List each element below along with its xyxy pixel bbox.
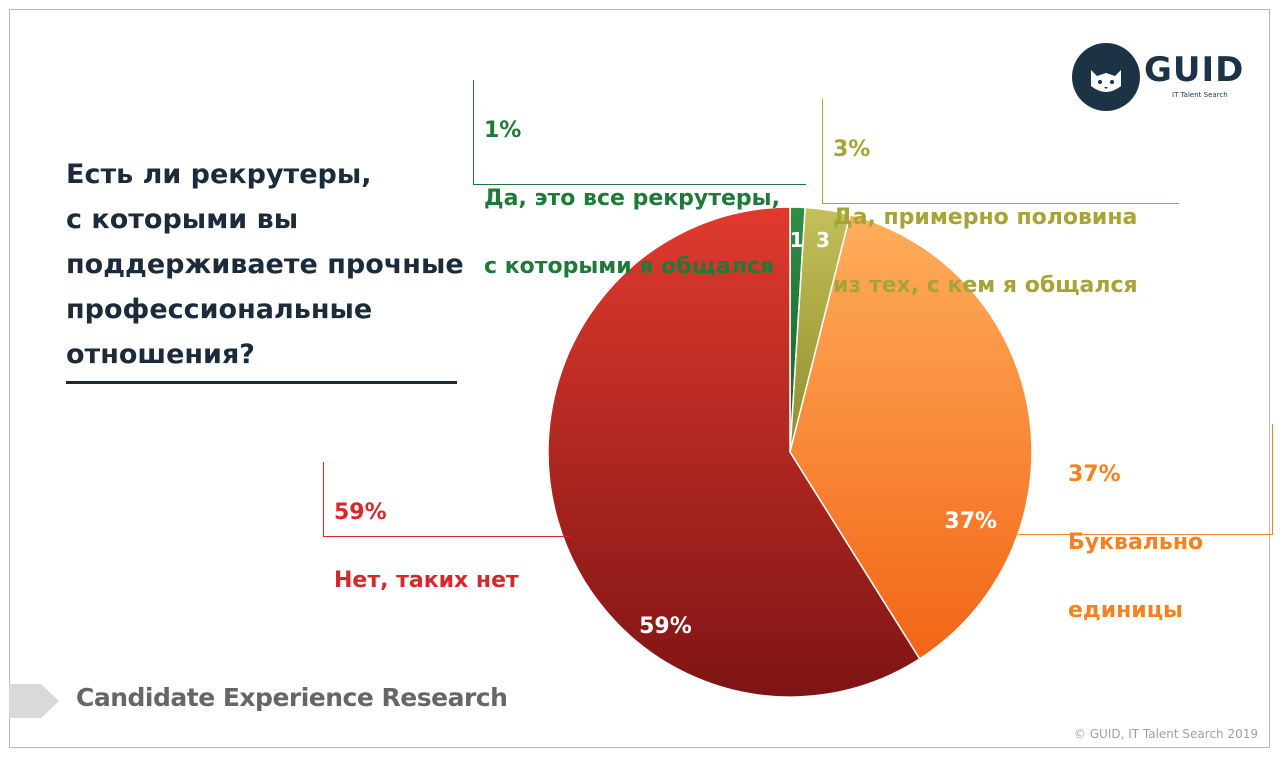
callout-few: 37% Буквально единицы	[1018, 424, 1273, 623]
brand-logo-text: GUID	[1144, 50, 1245, 90]
pie-slice-all-recruiters-value-label: 1	[790, 228, 804, 252]
pie-slice-no-value-label: 59%	[639, 614, 692, 639]
title-underline	[66, 381, 457, 384]
callout-half: 3% Да, примерно половина из тех, с кем я…	[822, 99, 1179, 298]
pie-slice-few-value-label: 37%	[944, 509, 997, 534]
footer-arrow-icon	[9, 684, 59, 718]
callout-half-line-1: Да, примерно половина	[833, 205, 1138, 230]
brand-tagline: IT Talent Search	[1172, 91, 1228, 99]
callout-few-line-2: единицы	[1068, 598, 1183, 623]
pie-slice-half-value-label: 3	[816, 228, 830, 252]
slide-frame	[9, 9, 1270, 748]
cat-face-icon	[1072, 43, 1140, 111]
callout-no: 59% Нет, таких нет	[323, 462, 570, 593]
callout-no-line-1: Нет, таких нет	[334, 568, 519, 593]
callout-all-percent: 1%	[484, 118, 522, 143]
callout-half-percent: 3%	[833, 137, 871, 162]
footer-label: Candidate Experience Research	[76, 683, 508, 712]
callout-all-line-2: с которыми я общался	[484, 254, 775, 279]
callout-all-recruiters: 1% Да, это все рекрутеры, с которыми я о…	[473, 80, 806, 279]
question-title: Есть ли рекрутеры, с которыми вы поддерж…	[66, 159, 464, 370]
callout-half-line-2: из тех, с кем я общался	[833, 273, 1138, 298]
pie-slice-no	[547, 206, 921, 698]
callout-few-percent: 37%	[1068, 462, 1121, 487]
callout-few-line-1: Буквально	[1068, 530, 1204, 555]
callout-no-percent: 59%	[334, 500, 387, 525]
copyright: © GUID, IT Talent Search 2019	[1073, 727, 1258, 741]
callout-all-line-1: Да, это все рекрутеры,	[484, 186, 780, 211]
